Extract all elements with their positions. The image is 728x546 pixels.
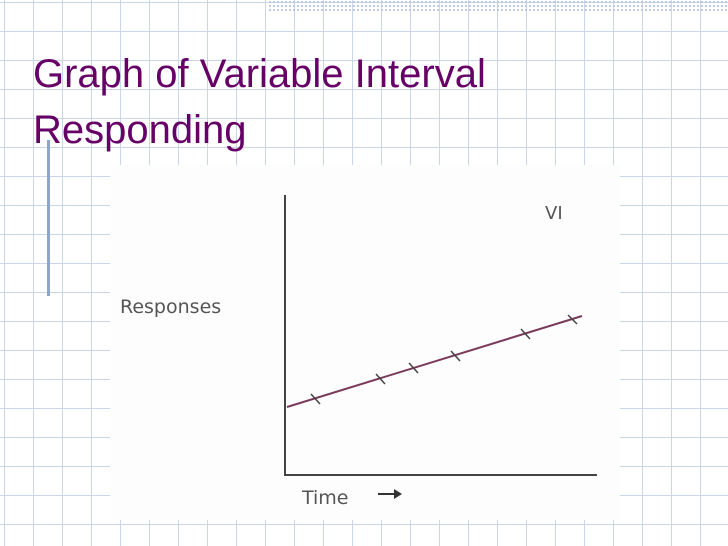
title-line: Graph of Variable Interval [33, 52, 486, 96]
title-line: Responding [33, 108, 247, 152]
reinforcement-mark [375, 373, 386, 385]
slide-title: Graph of Variable Interval Responding [33, 46, 486, 158]
arrow-head [394, 489, 402, 499]
graph-panel [110, 165, 620, 520]
curve-label: VI [545, 203, 563, 224]
reinforcement-mark [408, 362, 419, 374]
y-label: Responses [120, 296, 221, 318]
dotted-band [268, 0, 728, 12]
x-label: Time [301, 487, 349, 509]
reinforcement-mark [520, 328, 531, 340]
response-line [286, 315, 583, 408]
reinforcement-mark [450, 350, 461, 362]
accent-bar [47, 140, 50, 296]
reinforcement-marks [310, 314, 578, 405]
reinforcement-mark [310, 393, 321, 405]
reinforcement-mark [567, 314, 578, 325]
